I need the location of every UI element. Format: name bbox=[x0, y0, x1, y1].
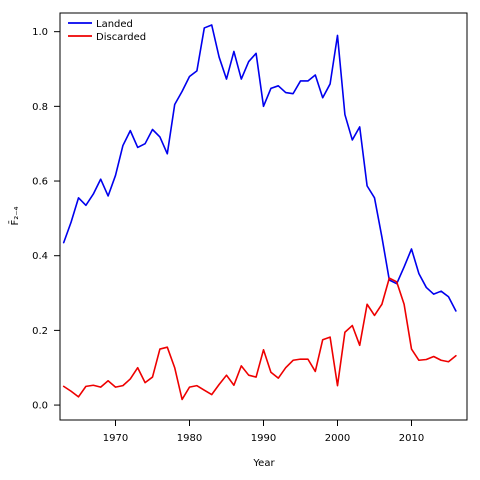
x-tick-label: 2000 bbox=[325, 433, 350, 444]
y-tick-label: 0.2 bbox=[32, 326, 48, 337]
legend: Landed Discarded bbox=[68, 19, 146, 43]
x-tick-label: 1970 bbox=[103, 433, 128, 444]
series-line-discarded bbox=[62, 277, 457, 401]
y-tick-label: 0.6 bbox=[32, 177, 48, 188]
x-tick-label: 1990 bbox=[251, 433, 276, 444]
series-layer bbox=[62, 24, 457, 401]
y-tick-label: 0.8 bbox=[32, 102, 48, 113]
plot-frame bbox=[59, 12, 468, 421]
x-tick-label: 1980 bbox=[177, 433, 202, 444]
legend-label-landed: Landed bbox=[96, 19, 133, 30]
y-tick-label: 0.0 bbox=[32, 401, 48, 412]
x-tick-label: 2010 bbox=[399, 433, 424, 444]
y-tick-label: 0.4 bbox=[32, 251, 48, 262]
series-line-landed bbox=[62, 24, 457, 312]
y-tick-label: 1.0 bbox=[32, 27, 48, 38]
x-axis-title: Year bbox=[252, 458, 275, 469]
y-axis-title: F̄₂₋₄ bbox=[8, 206, 21, 225]
legend-label-discarded: Discarded bbox=[96, 32, 146, 43]
x-axis: 1970 1980 1990 2000 2010 bbox=[103, 419, 424, 444]
y-axis: 0.0 0.2 0.4 0.6 0.8 1.0 bbox=[32, 27, 61, 412]
